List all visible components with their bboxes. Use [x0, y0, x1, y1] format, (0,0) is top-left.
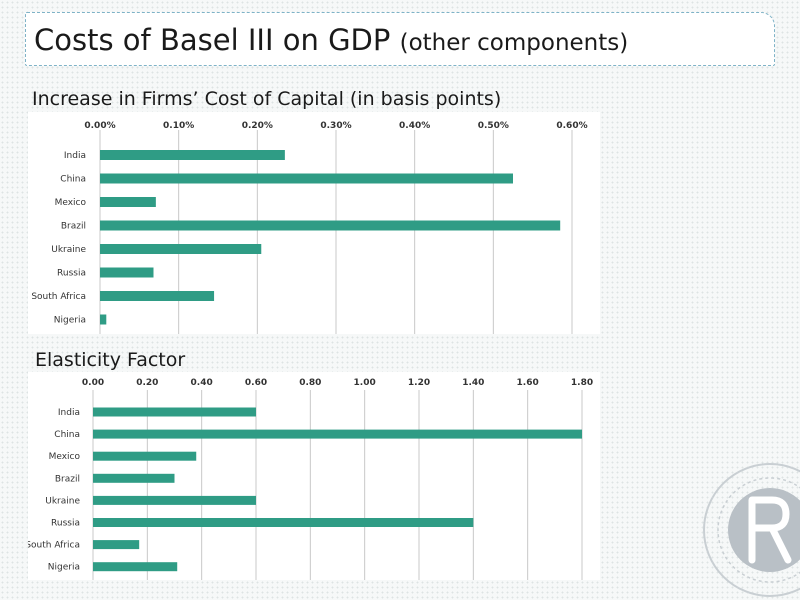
slide-title-suffix: (other components)	[399, 30, 629, 56]
category-label: Mexico	[49, 452, 81, 462]
chart-elasticity-factor: 0.00 0.20 0.40 0.60 0.80 1.00 1.20 1.40 1.60 1.80…	[28, 372, 600, 580]
category-label: India	[58, 408, 80, 418]
tick-label: 0.20%	[242, 121, 273, 131]
category-label: South Africa	[31, 292, 86, 302]
tick-label: 1.20	[408, 378, 430, 388]
tick-label: 0.50%	[478, 121, 509, 131]
tick-label: 0.60	[245, 378, 267, 388]
tick-label: 0.10%	[163, 121, 194, 131]
chart1-svg: 0.00% 0.10% 0.20% 0.30% 0.40% 0.50% 0.60% India…	[31, 121, 588, 334]
bar	[100, 220, 561, 231]
category-label: Nigeria	[48, 563, 80, 573]
category-label: Brazil	[55, 474, 80, 484]
category-label: Mexico	[55, 198, 87, 208]
bar	[100, 314, 107, 325]
category-label: Ukraine	[45, 496, 80, 506]
bar	[93, 540, 140, 550]
tick-label: 0.80	[299, 378, 321, 388]
tick-label: 0.60%	[556, 121, 587, 131]
chart2-title: Elasticity Factor	[35, 349, 186, 371]
tick-label: 1.80	[571, 378, 593, 388]
bar	[93, 495, 256, 505]
category-label: India	[64, 151, 86, 161]
category-label: Brazil	[61, 222, 86, 232]
tick-label: 0.40%	[399, 121, 430, 131]
category-label: China	[60, 175, 86, 185]
tick-label: 0.20	[136, 378, 158, 388]
tick-label: 1.00	[354, 378, 376, 388]
chart-cost-of-capital: 0.00% 0.10% 0.20% 0.30% 0.40% 0.50% 0.60% India…	[28, 112, 600, 334]
bar	[93, 473, 175, 483]
bar	[93, 451, 197, 461]
tick-label: 1.60	[517, 378, 539, 388]
tick-label: 1.40	[462, 378, 484, 388]
tick-label: 0.00%	[84, 121, 115, 131]
bar	[93, 407, 256, 417]
chart1-title: Increase in Firms’ Cost of Capital (in b…	[32, 88, 502, 110]
tick-label: 0.40	[191, 378, 213, 388]
category-label: Nigeria	[54, 316, 86, 326]
bar	[100, 173, 513, 184]
bar	[100, 197, 156, 207]
bar	[93, 518, 474, 527]
category-label: Ukraine	[51, 245, 86, 255]
tick-label: 0.30%	[320, 121, 351, 131]
category-label: Russia	[51, 519, 80, 529]
category-label: South Africa	[28, 541, 80, 551]
bar	[100, 267, 154, 278]
slide-title: Costs of Basel III on GDP (other compone…	[34, 23, 628, 57]
category-label: Russia	[57, 269, 86, 279]
tick-label: 0.00	[82, 378, 104, 388]
title-box: Costs of Basel III on GDP (other compone…	[25, 12, 775, 66]
bar	[100, 150, 285, 160]
chart2-svg: 0.00 0.20 0.40 0.60 0.80 1.00 1.20 1.40 1.60 1.80…	[28, 378, 593, 580]
bar	[93, 429, 582, 439]
bar	[93, 562, 178, 572]
slide-title-main: Costs of Basel III on GDP	[34, 23, 391, 57]
university-seal-icon	[703, 463, 800, 597]
bar	[100, 291, 215, 301]
category-label: China	[54, 430, 80, 440]
bar	[100, 244, 262, 254]
